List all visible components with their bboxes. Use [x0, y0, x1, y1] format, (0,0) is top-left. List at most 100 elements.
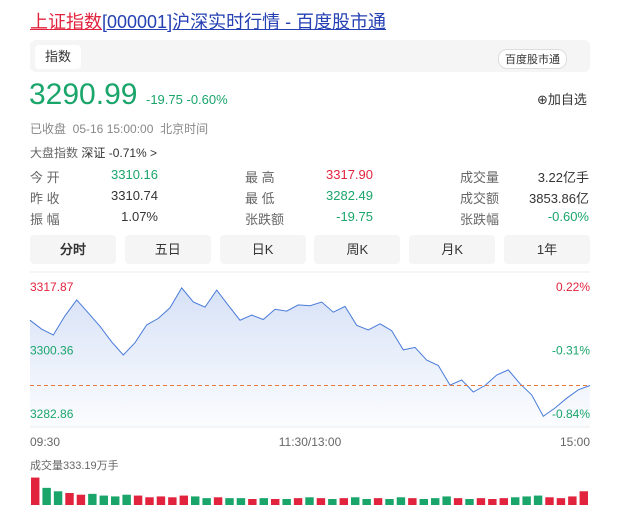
- change-pct: -0.60%: [186, 92, 228, 107]
- price-line: [29, 287, 591, 418]
- change: -19.75 -0.60%: [146, 92, 228, 107]
- stat-value: -19.75: [336, 209, 373, 224]
- period-tab[interactable]: 月K: [409, 235, 496, 264]
- stat-value: 3310.74: [111, 188, 158, 203]
- tab-strip: [30, 40, 590, 72]
- volume-bar: [328, 499, 337, 505]
- period-tab[interactable]: 日K: [219, 235, 306, 264]
- volume-bar: [488, 499, 497, 505]
- y-tick-label: 3282.86: [30, 407, 74, 421]
- stat-value: 3853.86亿: [529, 191, 589, 206]
- volume-bar: [213, 497, 223, 505]
- volume-bar: [511, 497, 520, 505]
- y2-tick-label: 0.22%: [556, 280, 590, 294]
- volume-bar: [499, 498, 508, 505]
- volume-bar: [293, 498, 303, 505]
- stat-label: 振 幅: [30, 212, 60, 227]
- volume-bar: [442, 496, 451, 505]
- volume-bar: [133, 495, 143, 505]
- y-tick-label: 3300.36: [30, 344, 74, 358]
- volume-bar: [419, 499, 428, 505]
- stat-label: 最 低: [245, 191, 275, 206]
- volume-bar: [305, 497, 314, 505]
- stat-value: 1.07%: [121, 209, 158, 224]
- stat-value: 3317.90: [326, 167, 373, 182]
- volume-bar: [168, 497, 177, 505]
- volume-bar: [42, 487, 51, 505]
- title[interactable]: 上证指数[000001]沪深实时行情 - 百度股市通: [30, 8, 386, 34]
- stat-label: 最 高: [245, 170, 275, 185]
- volume-bar: [282, 499, 291, 505]
- stat-label: 成交量: [460, 170, 500, 185]
- volume-bar: [76, 494, 86, 505]
- volume-bar: [248, 499, 257, 505]
- volume-bar: [476, 498, 486, 505]
- stat-label: 今 开: [30, 170, 60, 185]
- stat-value: -0.60%: [547, 209, 589, 224]
- watch-button[interactable]: ⊕加自选: [537, 92, 587, 107]
- period-tab[interactable]: 1年: [504, 235, 590, 264]
- title-name[interactable]: 上证指数: [30, 12, 102, 32]
- volume-bar: [465, 499, 474, 505]
- area: [30, 287, 590, 427]
- period-tab[interactable]: 周K: [314, 235, 401, 264]
- volume-bar: [191, 496, 200, 505]
- price: 3290.99: [29, 78, 138, 111]
- badge[interactable]: 百度股市通: [498, 49, 567, 69]
- period-tab[interactable]: 分时: [30, 235, 116, 264]
- volume-bar: [362, 499, 371, 505]
- volume-bar: [156, 496, 166, 505]
- volume-bar: [568, 496, 577, 505]
- volume-bar: [88, 493, 97, 505]
- volume-bar: [225, 498, 234, 505]
- volume-bar: [236, 498, 246, 505]
- stat-value: 3.22亿手: [537, 170, 589, 185]
- volume-bar: [202, 498, 211, 505]
- volume-bar: [99, 495, 108, 505]
- volume-bar: [522, 496, 531, 505]
- volume-bar: [385, 499, 394, 505]
- market[interactable]: 大盘指数 深证 -0.71% >: [30, 144, 157, 161]
- x-tick-label: 09:30: [30, 435, 60, 449]
- volume-bar: [579, 491, 588, 505]
- volume-bar: [259, 498, 268, 505]
- volume-bar: [339, 498, 348, 505]
- period-tab[interactable]: 五日: [124, 235, 211, 264]
- volume-bar: [396, 497, 406, 505]
- stat-value: 3282.49: [326, 188, 373, 203]
- market-value: 深证 -0.71% >: [81, 146, 158, 160]
- x-tick-label: 11:30/13:00: [279, 435, 342, 449]
- volume-bar: [111, 496, 120, 505]
- y-tick-label: 3317.87: [30, 280, 74, 294]
- volume-bar: [316, 498, 326, 505]
- volume-bar: [545, 497, 554, 505]
- change-value: -19.75: [146, 92, 183, 107]
- volume-bar: [122, 494, 131, 505]
- volume-label: 成交量333.19万手: [30, 458, 119, 472]
- stat-value: 3310.16: [111, 167, 158, 182]
- volume-bar: [373, 498, 383, 505]
- volume-bar: [53, 491, 63, 505]
- tab[interactable]: 指数: [35, 45, 81, 69]
- volume-bar: [351, 497, 360, 505]
- y2-tick-label: -0.84%: [552, 407, 590, 421]
- volume-bar: [271, 499, 280, 505]
- volume-bar: [453, 498, 463, 505]
- y2-tick-label: -0.31%: [552, 344, 590, 358]
- volume-bar: [65, 493, 74, 505]
- volume-bar: [179, 495, 188, 505]
- stat-label: 张跌额: [245, 212, 285, 227]
- x-tick-label: 15:00: [560, 435, 590, 449]
- stat-label: 成交额: [460, 191, 500, 206]
- volume-bar: [431, 498, 440, 505]
- volume-bar: [533, 495, 543, 505]
- stat-label: 昨 收: [30, 191, 60, 206]
- stat-label: 张跌幅: [460, 212, 500, 227]
- volume-bar: [408, 498, 417, 505]
- market-label: 大盘指数: [30, 146, 79, 160]
- title-rest[interactable]: [000001]沪深实时行情 - 百度股市通: [102, 12, 387, 32]
- volume-bar: [556, 498, 566, 505]
- status: 已收盘 05-16 15:00:00 北京时间: [30, 122, 209, 136]
- volume-bar: [145, 497, 154, 505]
